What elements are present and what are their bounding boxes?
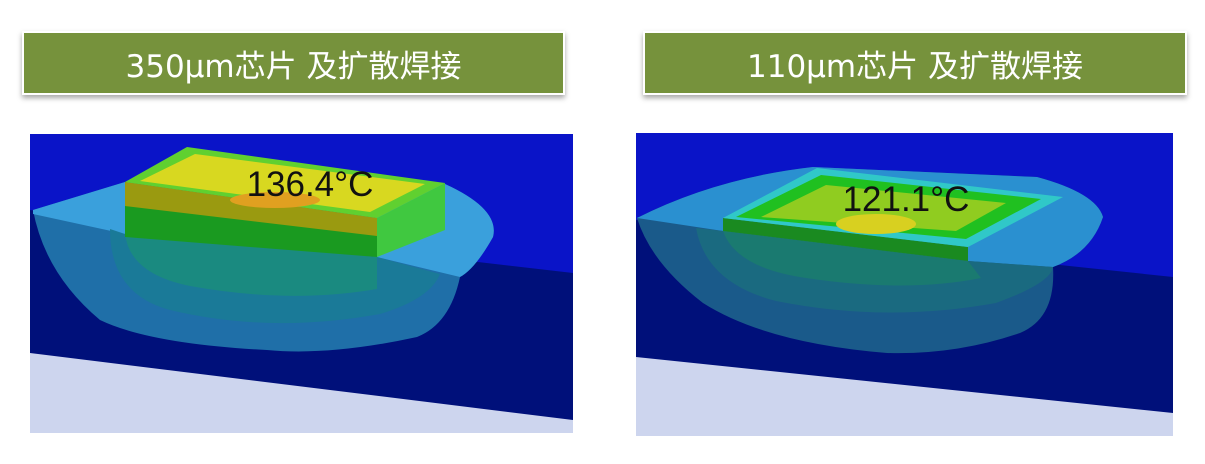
heat-band-2 [723,231,981,286]
max-temperature-label: 136.4°C [247,165,374,204]
chip-front-band [125,182,377,236]
hotspot [836,214,916,234]
chip-hot-zone [140,154,425,212]
chip-front-face [723,218,968,261]
hotspot [230,192,320,208]
panel-title-text: 350μm芯片 及扩散焊接 [125,48,462,85]
panel-title-350um: 350μm芯片 及扩散焊接 [22,31,565,95]
thermal-simulation-110um: 121.1°C [636,133,1173,436]
thermal-simulation-350um: 136.4°C [30,134,573,433]
heat-band-2 [125,234,377,296]
chip-side-face [377,183,445,257]
max-temperature-label: 121.1°C [843,180,970,219]
panel-title-text: 110μm芯片 及扩散焊接 [747,48,1083,85]
panel-title-110um: 110μm芯片 及扩散焊接 [643,31,1187,95]
base-plate [636,357,1173,436]
chip-hot-zone [761,185,1006,231]
base-plate [30,353,573,433]
